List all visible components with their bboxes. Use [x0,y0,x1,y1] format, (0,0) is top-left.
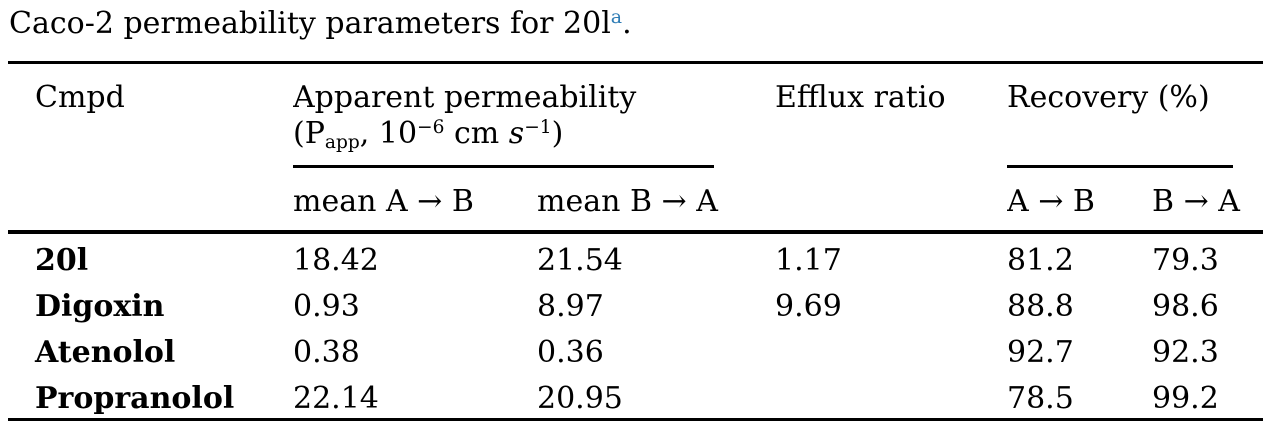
recovery-title: Recovery (%) [1007,80,1210,115]
table-cell-mean-b-to-a: 8.97 [537,288,604,324]
table-cell-mean-b-to-a: 21.54 [537,242,623,278]
table-cell-recovery-b-to-a: 99.2 [1152,380,1219,416]
table-cell-recovery-a-to-b: 88.8 [1007,288,1074,324]
table-cell-efflux-ratio [775,392,1007,398]
table-row-cmpd: Propranolol [35,380,235,416]
table-cell-mean-a-to-b: 0.93 [293,288,360,324]
subheader-mean-b-to-a: mean B → A [537,183,718,219]
papp-subscript: app [324,132,360,154]
table-cell-recovery-a-to-b: 81.2 [1007,242,1074,278]
papp-unit: (Papp, 10−6 cm s−1) [293,116,564,154]
caption-text: Caco-2 permeability parameters for 20l [9,6,611,41]
column-group-apparent-permeability: Apparent permeability (Papp, 10−6 cm s−1… [293,64,775,168]
table-row-cmpd: 20l [35,242,89,278]
subheader-mean-a-to-b: mean A → B [293,183,474,219]
unit-s: s [508,116,525,151]
table-caption: Caco-2 permeability parameters for 20la. [0,0,1275,61]
subheader-recovery-a-to-b: A → B [1007,183,1095,219]
table-cell-recovery-a-to-b: 92.7 [1007,334,1074,370]
table-cell-mean-b-to-a: 20.95 [537,380,623,416]
header-body-rule [8,230,1263,234]
apparent-permeability-header: Apparent permeability (Papp, 10−6 cm s−1… [293,64,714,168]
table-cell-efflux-ratio: 9.69 [775,288,842,324]
subheader-recovery-b-to-a: B → A [1152,183,1240,219]
table-bottom-rule [8,418,1263,421]
table-cell-efflux-ratio [775,346,1007,352]
table-grid: Cmpd Apparent permeability (Papp, 10−6 c… [8,61,1263,421]
table-row-cmpd: Atenolol [35,334,176,370]
table-cell-mean-b-to-a: 0.36 [537,334,604,370]
footnote-link[interactable]: a [610,5,623,28]
column-header-efflux-ratio: Efflux ratio [775,80,946,115]
apparent-permeability-title: Apparent permeability [293,80,637,115]
table-row-cmpd: Digoxin [35,288,165,324]
data-table: Cmpd Apparent permeability (Papp, 10−6 c… [8,61,1263,421]
table-cell-recovery-b-to-a: 79.3 [1152,242,1219,278]
caption-period: . [622,6,632,41]
recovery-header: Recovery (%) [1007,64,1233,168]
table-cell-mean-a-to-b: 0.38 [293,334,360,370]
table-cell-efflux-ratio: 1.17 [775,242,842,278]
table-cell-mean-a-to-b: 18.42 [293,242,379,278]
table-cell-recovery-b-to-a: 98.6 [1152,288,1219,324]
table-cell-mean-a-to-b: 22.14 [293,380,379,416]
column-header-cmpd: Cmpd [35,80,125,115]
exponent-minus-6: −6 [417,116,445,138]
table-cell-recovery-b-to-a: 92.3 [1152,334,1219,370]
table-cell-recovery-a-to-b: 78.5 [1007,380,1074,416]
column-group-recovery: Recovery (%) [1007,64,1263,168]
exponent-minus-1: −1 [524,116,552,138]
